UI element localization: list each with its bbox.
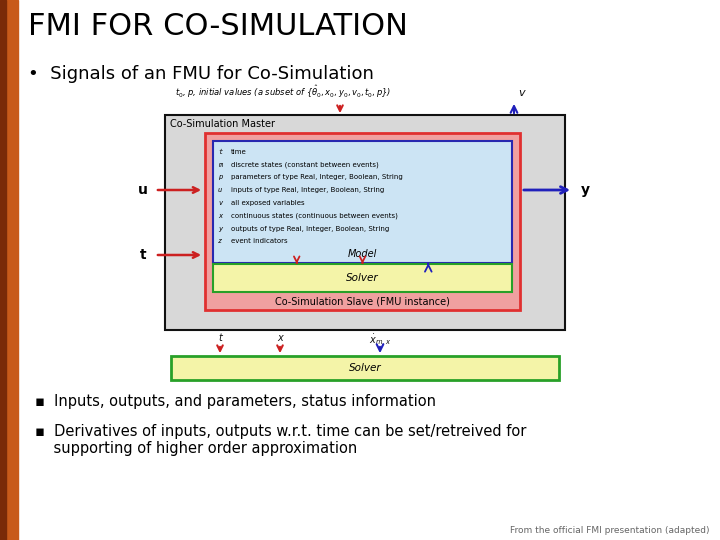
Text: t: t — [218, 333, 222, 343]
Text: z: z — [218, 238, 222, 244]
Text: u: u — [138, 183, 148, 197]
Text: inputs of type Real, Integer, Boolean, String: inputs of type Real, Integer, Boolean, S… — [231, 187, 384, 193]
Text: From the official FMI presentation (adapted): From the official FMI presentation (adap… — [510, 526, 710, 535]
Text: $t_0$, $p$, initial values (a subset of {$\hat{\theta}_0, x_0, y_0, v_0, t_0, p$: $t_0$, $p$, initial values (a subset of … — [175, 84, 391, 100]
Text: $\dot{x}_{m, x}$: $\dot{x}_{m, x}$ — [369, 333, 391, 349]
Bar — [213, 141, 512, 263]
Text: FMI FOR CO-SIMULATION: FMI FOR CO-SIMULATION — [28, 12, 408, 41]
Text: Solver: Solver — [348, 363, 382, 373]
Text: v: v — [518, 88, 525, 98]
Text: Co-Simulation Slave (FMU instance): Co-Simulation Slave (FMU instance) — [275, 296, 450, 306]
Text: time: time — [231, 149, 247, 155]
Bar — [205, 133, 520, 310]
Text: t: t — [218, 149, 222, 155]
Text: y: y — [580, 183, 590, 197]
Text: ▪  Inputs, outputs, and parameters, status information: ▪ Inputs, outputs, and parameters, statu… — [35, 394, 436, 409]
Text: all exposed variables: all exposed variables — [231, 200, 305, 206]
Text: •  Signals of an FMU for Co-Simulation: • Signals of an FMU for Co-Simulation — [28, 65, 374, 83]
Bar — [165, 115, 565, 330]
Bar — [213, 264, 512, 292]
Bar — [0, 0, 6, 540]
Text: ▪  Derivatives of inputs, outputs w.r.t. time can be set/retreived for
    suppo: ▪ Derivatives of inputs, outputs w.r.t. … — [35, 424, 526, 456]
Text: Solver: Solver — [346, 273, 379, 283]
Text: Model: Model — [348, 249, 377, 259]
Text: t: t — [140, 248, 146, 262]
Text: x: x — [218, 213, 222, 219]
Text: p: p — [218, 174, 222, 180]
Text: Co-Simulation Master: Co-Simulation Master — [170, 119, 275, 129]
Text: outputs of type Real, Integer, Boolean, String: outputs of type Real, Integer, Boolean, … — [231, 226, 390, 232]
Text: u: u — [218, 187, 222, 193]
Text: m: m — [218, 162, 222, 168]
Text: continuous states (continuous between events): continuous states (continuous between ev… — [231, 213, 398, 219]
Bar — [0, 0, 18, 540]
Text: parameters of type Real, Integer, Boolean, String: parameters of type Real, Integer, Boolea… — [231, 174, 402, 180]
Text: event indicators: event indicators — [231, 238, 287, 244]
Text: discrete states (constant between events): discrete states (constant between events… — [231, 162, 379, 168]
Bar — [171, 356, 559, 380]
Text: x: x — [277, 333, 283, 343]
Text: y: y — [218, 226, 222, 232]
Text: v: v — [218, 200, 222, 206]
